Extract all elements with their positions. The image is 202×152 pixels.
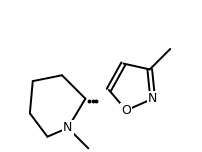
Text: N: N	[63, 121, 72, 134]
Text: O: O	[121, 104, 131, 117]
Text: N: N	[147, 92, 157, 105]
